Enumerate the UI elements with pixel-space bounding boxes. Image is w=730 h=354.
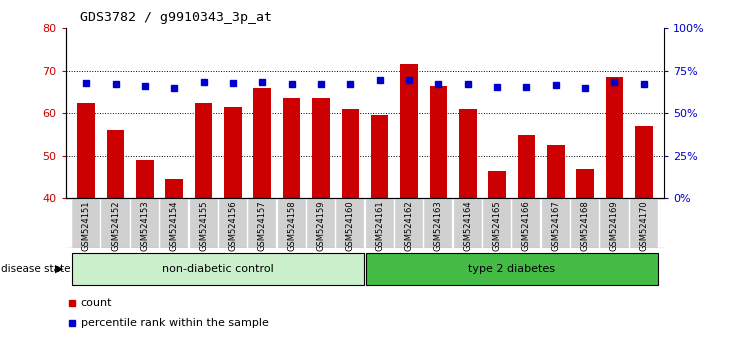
Text: GSM524161: GSM524161 (375, 201, 384, 251)
Text: type 2 diabetes: type 2 diabetes (468, 264, 556, 274)
Bar (160, 198, 188, 248)
Text: GSM524158: GSM524158 (287, 201, 296, 251)
Text: GSM524168: GSM524168 (580, 201, 590, 251)
Bar (571, 198, 599, 248)
Text: count: count (81, 298, 112, 308)
Bar (400, 64, 418, 198)
Bar (453, 198, 482, 248)
Text: GSM524151: GSM524151 (82, 201, 91, 251)
Bar (107, 130, 124, 198)
Bar (72, 253, 364, 285)
Bar (576, 169, 594, 198)
Text: GSM524152: GSM524152 (111, 201, 120, 251)
Text: GSM524169: GSM524169 (610, 201, 619, 251)
Bar (195, 103, 212, 198)
Bar (342, 109, 359, 198)
Bar (337, 198, 364, 248)
Bar (312, 98, 330, 198)
Text: ▶: ▶ (55, 264, 64, 274)
Bar (429, 86, 447, 198)
Bar (166, 179, 183, 198)
Bar (635, 126, 653, 198)
Bar (459, 109, 477, 198)
Text: GSM524170: GSM524170 (639, 201, 648, 251)
Bar (248, 198, 277, 248)
Bar (542, 198, 570, 248)
Text: GSM524163: GSM524163 (434, 201, 443, 251)
Text: GSM524153: GSM524153 (140, 201, 150, 251)
Bar (131, 198, 159, 248)
Bar (77, 103, 95, 198)
Bar (224, 107, 242, 198)
Text: GSM524160: GSM524160 (346, 201, 355, 251)
Bar (424, 198, 453, 248)
Text: GSM524155: GSM524155 (199, 201, 208, 251)
Bar (72, 198, 100, 248)
Text: disease state: disease state (1, 264, 70, 274)
Bar (219, 198, 247, 248)
Text: non-diabetic control: non-diabetic control (162, 264, 274, 274)
Bar (136, 160, 154, 198)
Bar (606, 77, 623, 198)
Bar (512, 198, 540, 248)
Text: GDS3782 / g9910343_3p_at: GDS3782 / g9910343_3p_at (80, 11, 272, 24)
Text: GSM524157: GSM524157 (258, 201, 266, 251)
Bar (488, 171, 506, 198)
Text: percentile rank within the sample: percentile rank within the sample (81, 318, 269, 329)
Bar (277, 198, 306, 248)
Bar (395, 198, 423, 248)
Text: GSM524165: GSM524165 (493, 201, 502, 251)
Text: GSM524162: GSM524162 (404, 201, 413, 251)
Bar (518, 135, 535, 198)
Bar (283, 98, 301, 198)
Bar (547, 145, 564, 198)
Bar (600, 198, 629, 248)
Bar (483, 198, 511, 248)
Bar (366, 253, 658, 285)
Text: GSM524159: GSM524159 (317, 201, 326, 251)
Bar (366, 198, 393, 248)
Bar (101, 198, 130, 248)
Bar (307, 198, 335, 248)
Bar (630, 198, 658, 248)
Text: GSM524156: GSM524156 (228, 201, 237, 251)
Bar (253, 88, 271, 198)
Text: GSM524154: GSM524154 (170, 201, 179, 251)
Text: GSM524167: GSM524167 (551, 201, 560, 251)
Bar (190, 198, 218, 248)
Text: GSM524164: GSM524164 (464, 201, 472, 251)
Bar (371, 115, 388, 198)
Text: GSM524166: GSM524166 (522, 201, 531, 251)
